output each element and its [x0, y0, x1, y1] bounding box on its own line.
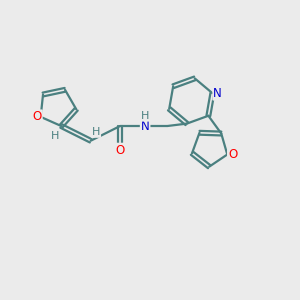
Text: O: O	[32, 110, 42, 123]
Text: H: H	[92, 127, 100, 137]
Text: N: N	[141, 119, 149, 133]
Text: H: H	[141, 111, 149, 121]
Text: N: N	[213, 87, 222, 100]
Text: H: H	[51, 131, 59, 141]
Text: O: O	[228, 148, 237, 161]
Text: O: O	[116, 144, 125, 157]
